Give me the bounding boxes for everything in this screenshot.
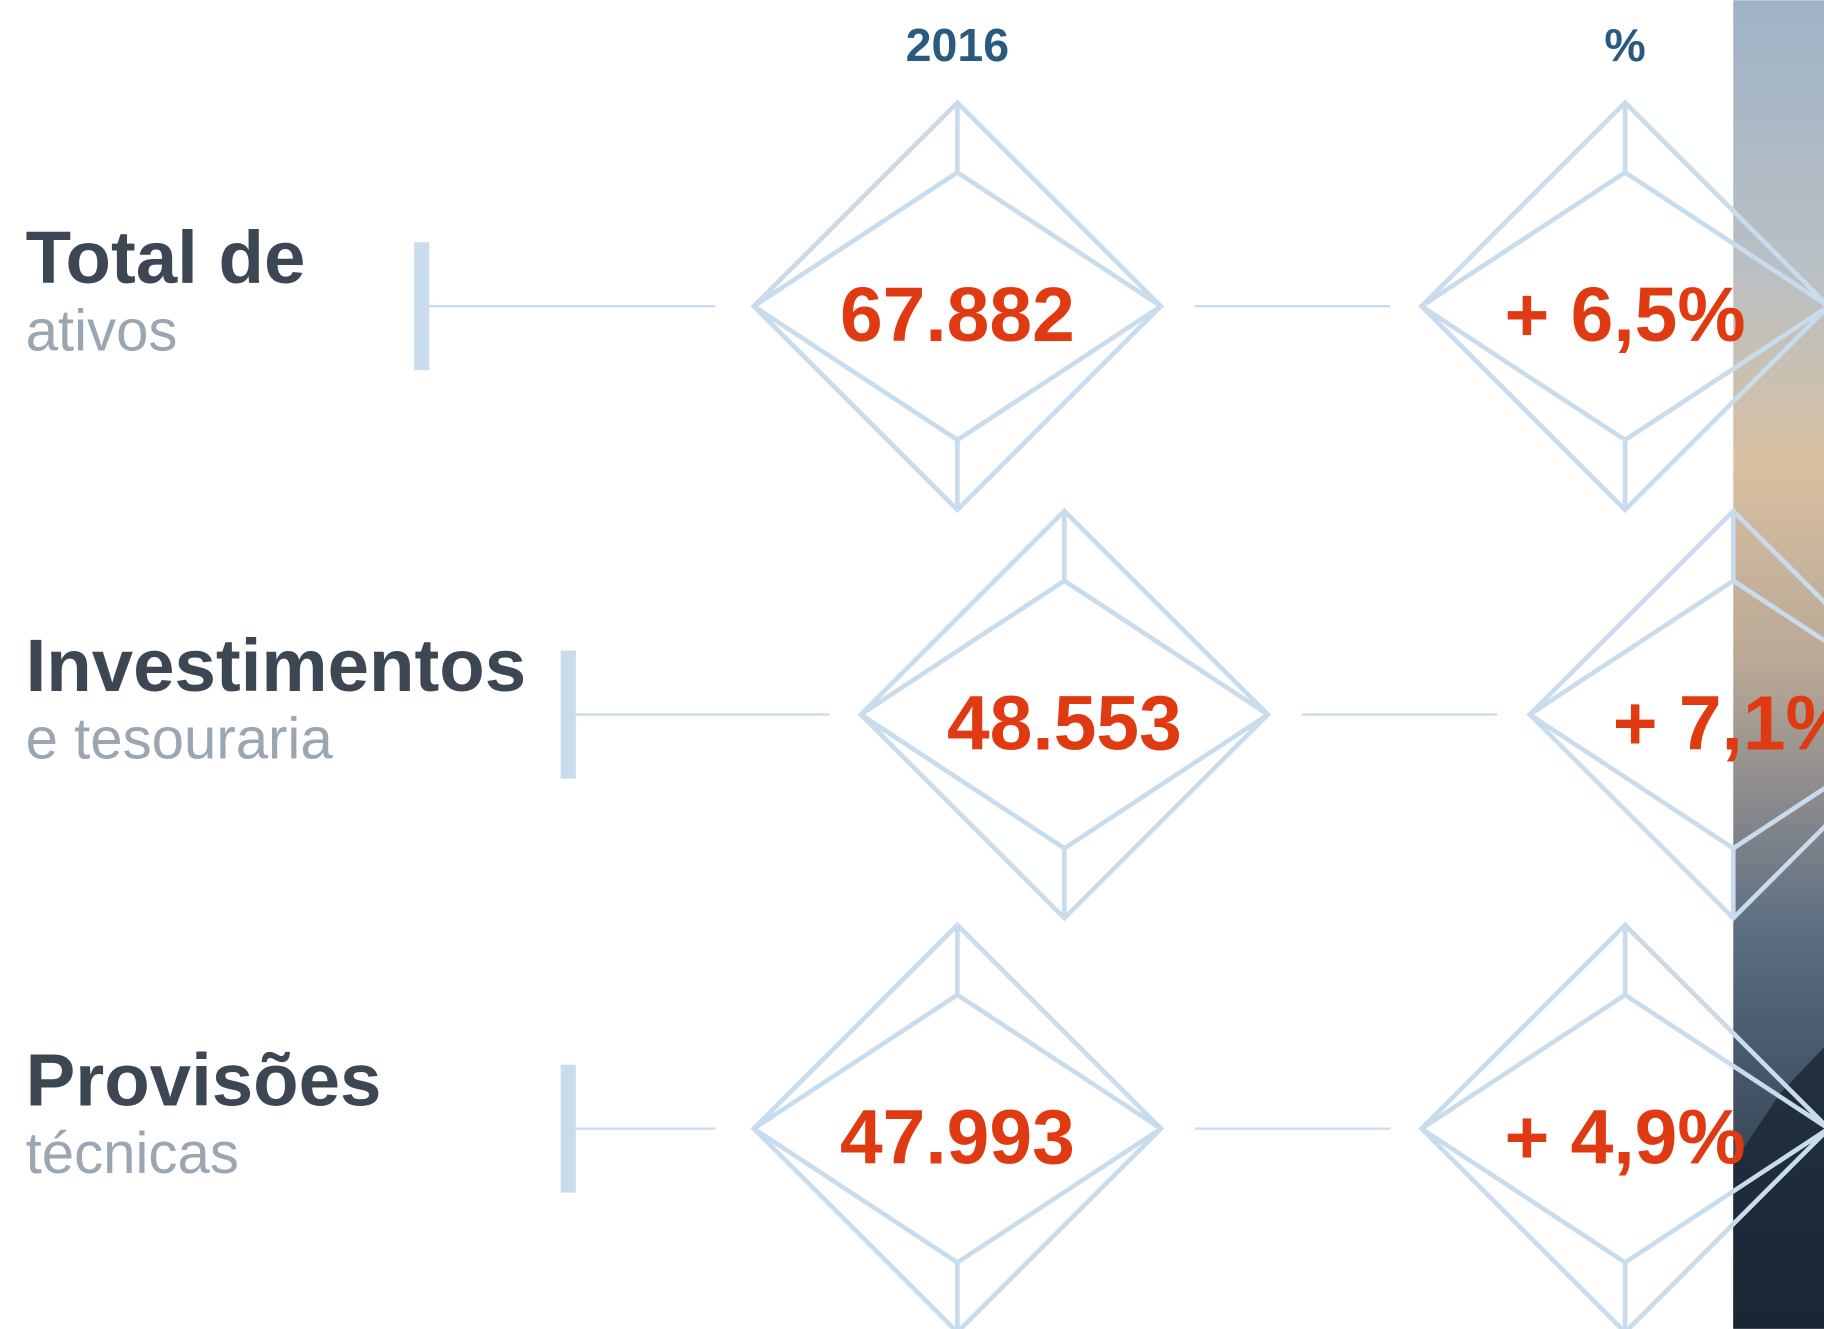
value: 67.882: [840, 273, 1075, 358]
diamond: [1418, 921, 1824, 1329]
value: 47.993: [840, 1096, 1075, 1181]
row-title: Total de: [26, 216, 306, 299]
diamond: [1526, 507, 1824, 922]
row-title: Investimentos: [26, 624, 527, 707]
change: + 4,9%: [1505, 1096, 1746, 1181]
column-header: %: [1604, 19, 1645, 71]
diamond: [750, 99, 1165, 514]
bracket: [560, 1064, 576, 1193]
change: + 6,5%: [1505, 273, 1746, 358]
row-subtitle: técnicas: [26, 1121, 239, 1186]
diamond: [750, 921, 1165, 1329]
photo: [1733, 0, 1824, 1329]
bracket: [560, 650, 576, 779]
column-header: 2016: [906, 19, 1009, 71]
change: + 7,1%: [1613, 681, 1824, 766]
row-subtitle: ativos: [26, 298, 178, 363]
value: 48.553: [947, 681, 1182, 766]
bracket: [414, 242, 430, 371]
row-title: Provisões: [26, 1038, 382, 1121]
diamond: [857, 507, 1272, 922]
diamond: [1418, 99, 1824, 514]
row-subtitle: e tesouraria: [26, 707, 334, 772]
